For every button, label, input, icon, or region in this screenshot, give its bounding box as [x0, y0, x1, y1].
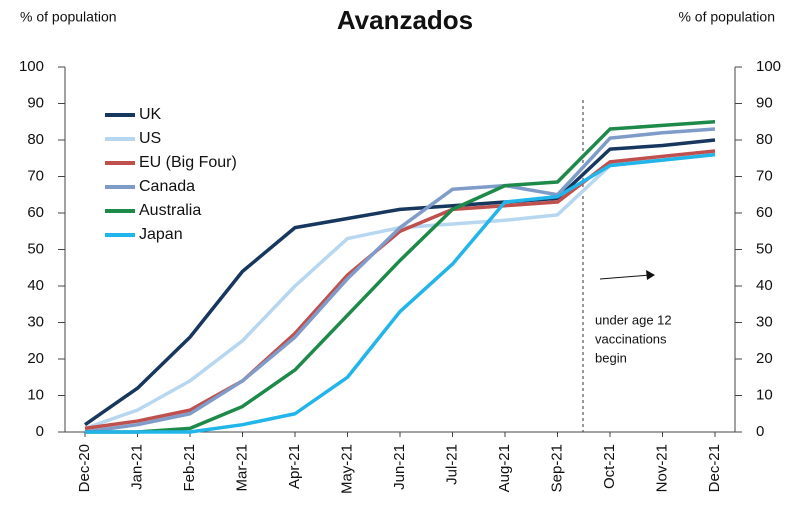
x-tick-label: Sep-21 [548, 444, 565, 492]
legend-label: Australia [139, 202, 201, 219]
x-tick-label: Dec-20 [76, 444, 93, 492]
y2-tick-label: 90 [756, 94, 773, 111]
series-line [85, 152, 716, 434]
y2-axis-label: % of population [678, 9, 775, 25]
annotation: under age 12 [595, 312, 672, 327]
annotation: begin [595, 350, 627, 365]
y2-tick-label: 20 [756, 350, 773, 367]
y2-tick-label: 70 [756, 167, 773, 184]
legend-label: Japan [139, 226, 183, 243]
x-tick-label: Jun-21 [391, 444, 408, 490]
series-line [84, 152, 716, 431]
y2-tick-label: 60 [756, 204, 773, 221]
y-tick-label: 50 [27, 240, 44, 257]
arrow-head [646, 270, 655, 280]
series-line [84, 149, 716, 431]
y-tick-label: 70 [27, 167, 44, 184]
x-tick-label: Mar-21 [233, 444, 250, 492]
legend-label: Canada [139, 178, 195, 195]
y2-tick-label: 40 [756, 277, 773, 294]
series-line [85, 120, 716, 434]
x-tick-label: Jul-21 [443, 444, 460, 485]
y-tick-label: 80 [27, 131, 44, 148]
x-tick-label: Oct-21 [601, 444, 618, 489]
legend-label: EU (Big Four) [139, 154, 237, 171]
y-tick-label: 0 [36, 423, 44, 440]
x-tick-label: May-21 [338, 444, 355, 494]
y-tick-label: 10 [27, 386, 44, 403]
y-tick-label: 30 [27, 313, 44, 330]
annotation: vaccinations [595, 331, 667, 346]
y-tick-label: 100 [19, 58, 44, 75]
y2-tick-label: 50 [756, 240, 773, 257]
chart-title: Avanzados [337, 5, 473, 35]
y2-tick-label: 0 [756, 423, 764, 440]
series-line [84, 127, 716, 434]
x-tick-label: Apr-21 [286, 444, 303, 489]
series-line [84, 138, 716, 427]
x-tick-label: Dec-21 [706, 444, 723, 492]
y2-tick-label: 30 [756, 313, 773, 330]
y-tick-label: 60 [27, 204, 44, 221]
y-tick-label: 40 [27, 277, 44, 294]
x-tick-label: Aug-21 [496, 444, 513, 492]
legend-label: US [139, 130, 161, 147]
x-tick-label: Feb-21 [181, 444, 198, 492]
arrow [599, 274, 651, 280]
y-tick-label: 20 [27, 350, 44, 367]
x-tick-label: Jan-21 [128, 444, 145, 490]
y-tick-label: 90 [27, 94, 44, 111]
y-axis-label: % of population [20, 9, 117, 25]
y2-tick-label: 80 [756, 131, 773, 148]
y2-tick-label: 100 [756, 58, 781, 75]
x-tick-label: Nov-21 [653, 444, 670, 492]
legend-label: UK [139, 106, 162, 123]
y2-tick-label: 10 [756, 386, 773, 403]
